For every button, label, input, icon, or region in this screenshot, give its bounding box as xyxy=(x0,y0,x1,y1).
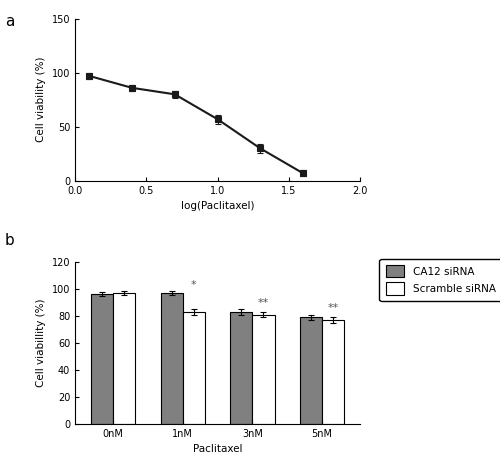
Text: b: b xyxy=(5,233,15,248)
Text: *: * xyxy=(191,280,196,289)
Bar xyxy=(300,317,322,424)
Y-axis label: Cell viabillity (%): Cell viabillity (%) xyxy=(36,299,46,387)
Bar xyxy=(91,295,113,424)
Bar xyxy=(322,320,344,424)
Text: a: a xyxy=(5,14,15,29)
Y-axis label: Cell viability (%): Cell viability (%) xyxy=(36,57,46,143)
Bar xyxy=(252,315,274,424)
Text: **: ** xyxy=(328,303,338,313)
X-axis label: log(Paclitaxel): log(Paclitaxel) xyxy=(181,201,254,211)
Legend: CA12 siRNA, Scramble siRNA: CA12 siRNA, Scramble siRNA xyxy=(380,259,500,301)
Bar xyxy=(160,293,182,424)
Bar xyxy=(230,312,252,424)
Bar xyxy=(113,293,136,424)
Text: **: ** xyxy=(258,298,269,308)
Bar xyxy=(182,312,205,424)
X-axis label: Paclitaxel: Paclitaxel xyxy=(193,445,242,454)
